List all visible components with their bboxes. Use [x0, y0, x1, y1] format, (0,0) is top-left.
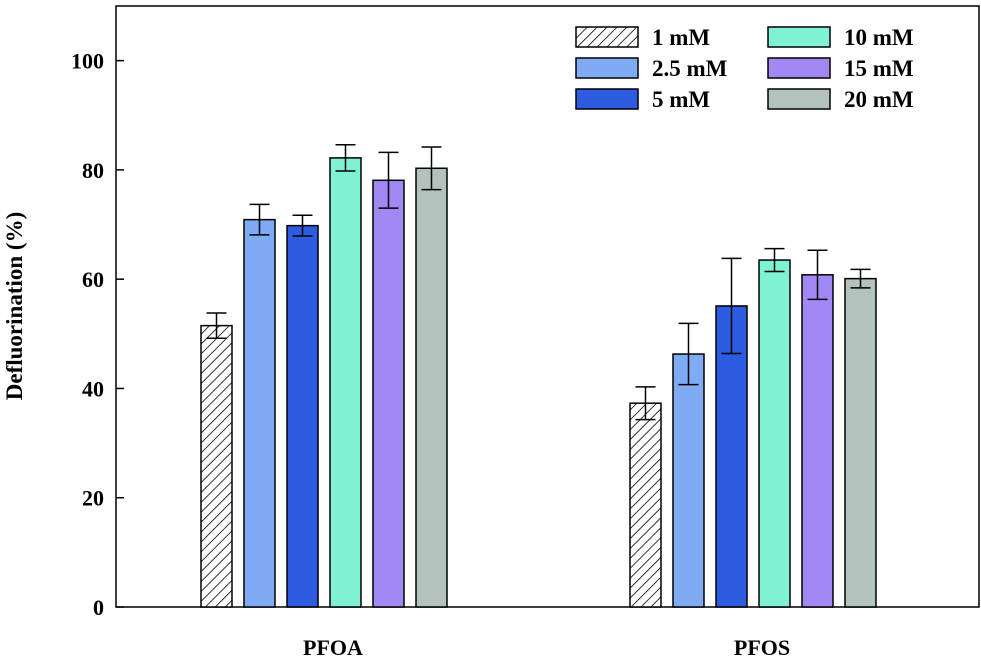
legend-label: 10 mM: [844, 25, 914, 50]
legend-swatch: [575, 26, 639, 48]
bar: [629, 402, 662, 608]
bar: [672, 353, 705, 608]
legend-swatch: [767, 26, 831, 48]
bar: [200, 324, 233, 608]
legend-label: 20 mM: [844, 87, 914, 112]
y-tick-label: 20: [82, 486, 104, 511]
y-tick-label: 40: [82, 376, 104, 401]
bar: [801, 274, 834, 608]
bar: [844, 277, 877, 608]
y-axis-title: Defluorination (%): [2, 212, 27, 400]
bar: [715, 305, 748, 608]
x-axis: PFOA PFOS: [303, 599, 790, 660]
legend-swatch: [575, 88, 639, 110]
bar: [372, 179, 405, 608]
x-tick-label: PFOA: [303, 635, 363, 660]
bar: [243, 218, 276, 608]
bar: [286, 224, 319, 608]
bar: [329, 157, 362, 608]
legend-swatch: [575, 57, 639, 79]
legend-swatch: [767, 57, 831, 79]
bar: [758, 259, 791, 608]
legend-label: 5 mM: [652, 87, 710, 112]
y-tick-label: 80: [82, 158, 104, 183]
legend-swatch: [767, 88, 831, 110]
plot-frame: [115, 5, 980, 608]
bar-series-group: [200, 144, 877, 608]
legend-label: 2.5 mM: [652, 56, 728, 81]
legend-label: 15 mM: [844, 56, 914, 81]
y-tick-label: 0: [93, 595, 104, 620]
y-tick-label: 100: [71, 49, 104, 74]
x-tick-label: PFOS: [734, 635, 790, 660]
bar: [415, 167, 448, 608]
legend-label: 1 mM: [652, 25, 710, 50]
y-axis: 0 20 40 60 80 100: [71, 49, 124, 620]
y-tick-label: 60: [82, 267, 104, 292]
legend: 1 mM 2.5 mM 5 mM 10 mM 15 mM 20 mM: [575, 25, 914, 112]
